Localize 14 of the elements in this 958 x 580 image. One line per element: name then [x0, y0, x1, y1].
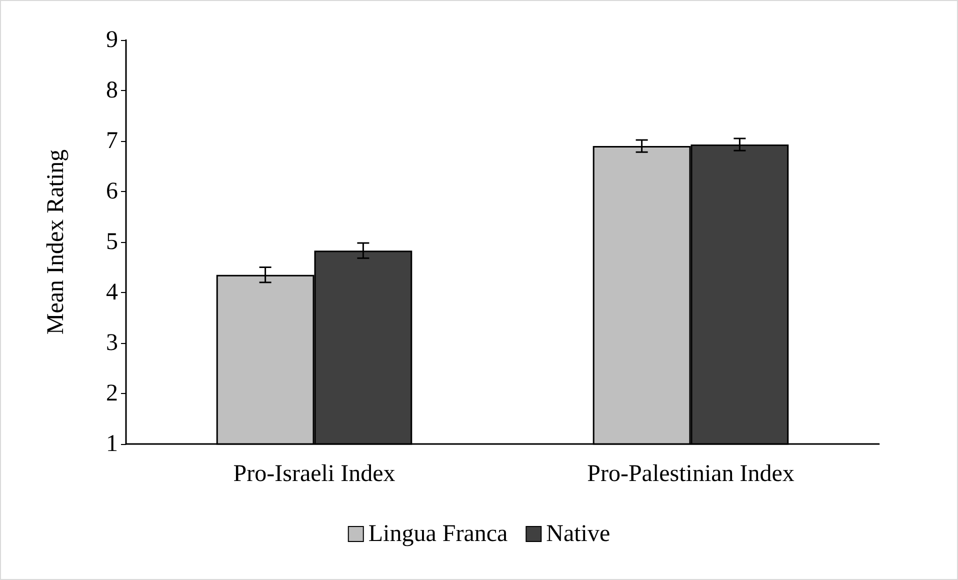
y-tick-label: 9	[106, 27, 118, 53]
y-tick-label: 5	[106, 229, 118, 255]
x-tick-label: Pro-Palestinian Index	[587, 461, 794, 487]
y-tick-label: 4	[106, 280, 118, 306]
y-tick-label: 8	[106, 78, 118, 104]
legend-label: Lingua Franca	[368, 521, 508, 547]
y-axis-title: Mean Index Rating	[43, 149, 69, 335]
legend-label: Native	[546, 521, 610, 547]
y-tick-label: 3	[106, 330, 118, 356]
y-tick-label: 6	[106, 178, 118, 204]
y-tick-label: 2	[106, 380, 118, 406]
y-tick-label: 7	[106, 128, 118, 154]
x-tick-label: Pro-Israeli Index	[233, 461, 396, 487]
y-tick-label: 1	[106, 431, 118, 457]
